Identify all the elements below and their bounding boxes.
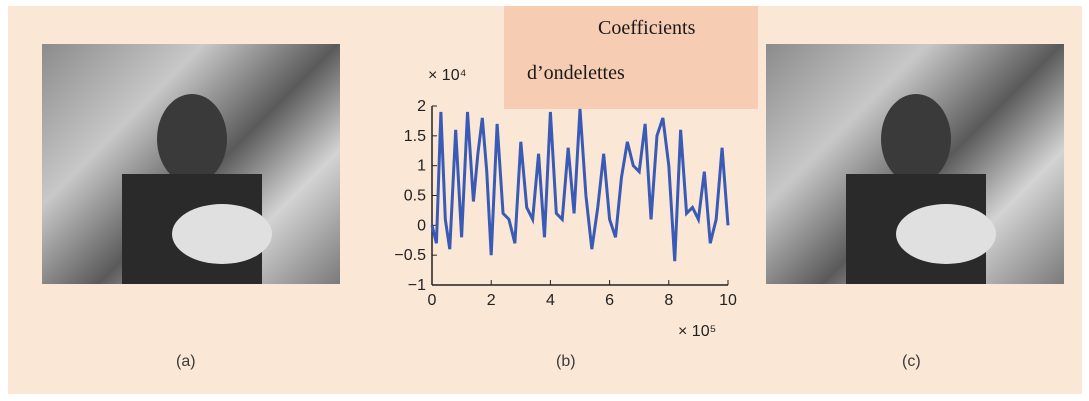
overlay-line1: Coefficients (598, 17, 696, 39)
caption-c: (c) (902, 353, 921, 370)
y-tick-label: −0.5 (394, 247, 426, 264)
x-tick-label: 8 (664, 292, 673, 309)
photo-c (766, 44, 1064, 284)
x-tick-label: 4 (546, 292, 555, 309)
y-tick-label: 0.5 (404, 188, 426, 205)
y-tick-label: −1 (408, 277, 426, 294)
y-tick-label: 0 (417, 217, 426, 234)
x-tick-label: 10 (719, 292, 737, 309)
x-tick-label: 6 (605, 292, 614, 309)
overlay-line2: d’ondelettes (527, 62, 625, 84)
x-tick-label: 2 (487, 292, 496, 309)
caption-b: (b) (556, 353, 576, 370)
caption-a: (a) (176, 353, 196, 370)
y-tick-label: 2 (417, 98, 426, 115)
photo-c-placeholder (846, 94, 996, 284)
x-multiplier-label: × 10⁵ (678, 323, 716, 340)
y-tick-label: 1.5 (404, 128, 426, 145)
wavelet-chart: × 10⁴ −1 −0.5 0 0.5 1 1.5 2 0 2 4 6 8 10 × 10⁵ (394, 67, 737, 340)
y-multiplier-label: × 10⁴ (428, 67, 467, 84)
y-tick-label: 1 (417, 158, 426, 175)
x-tick-label: 0 (428, 292, 437, 309)
photo-a-placeholder (122, 94, 272, 284)
photo-a (42, 44, 340, 284)
overlay-box (504, 6, 758, 109)
series-line (430, 108, 730, 262)
